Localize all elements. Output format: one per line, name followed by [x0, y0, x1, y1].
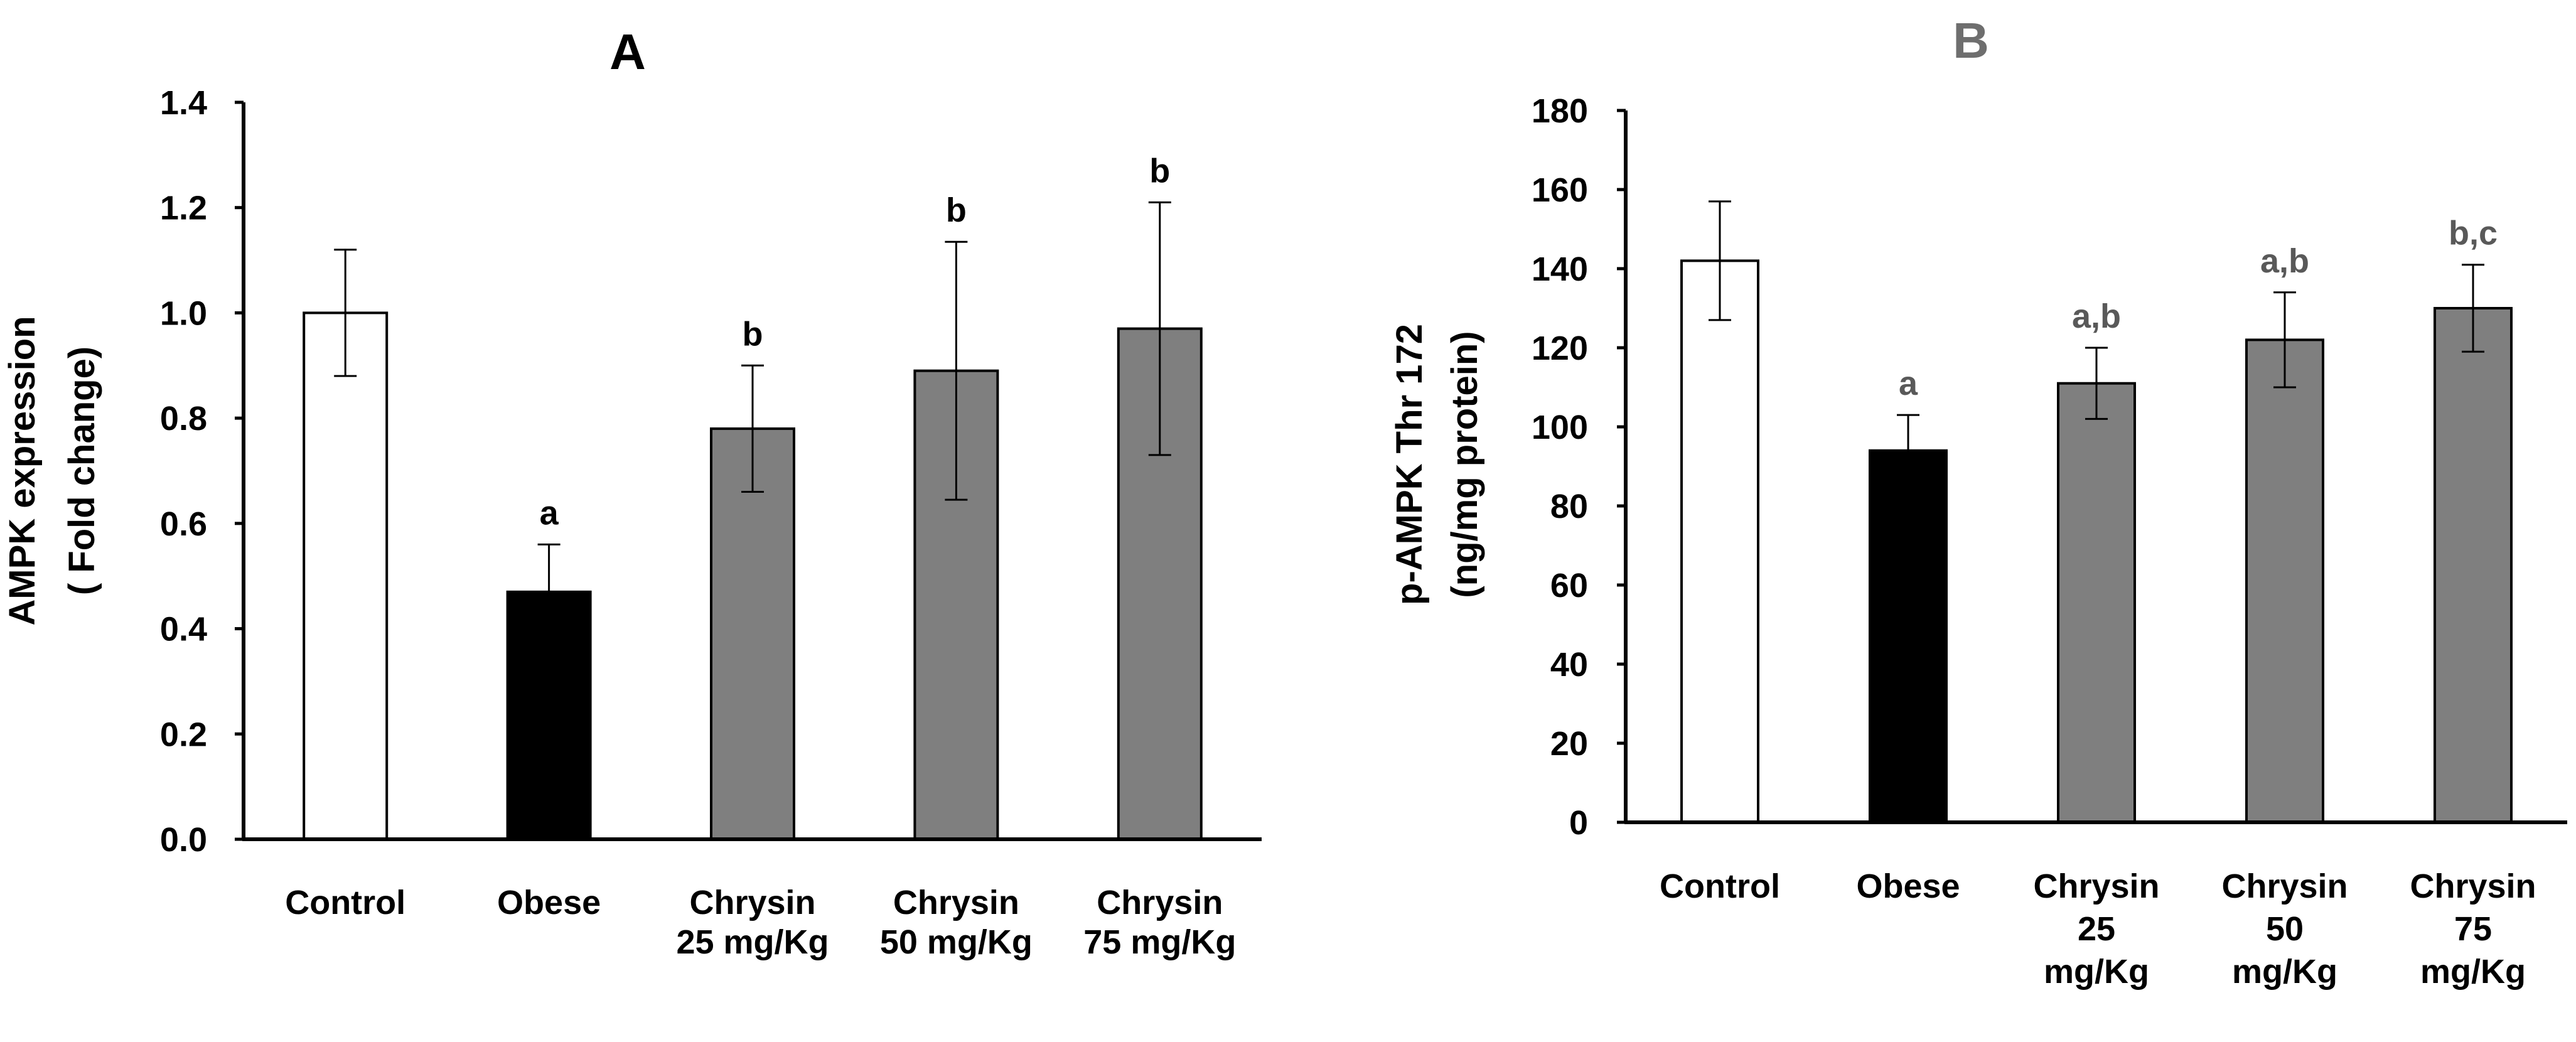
- bar: [710, 427, 795, 841]
- significance-label: a,b: [2072, 298, 2121, 335]
- y-tick-label: 0: [1569, 804, 1588, 842]
- bar: [1117, 327, 1203, 841]
- y-axis-label: ( Fold change): [62, 346, 102, 595]
- significance-label: b: [946, 191, 967, 229]
- bar: [1869, 449, 1948, 824]
- bar: [2245, 338, 2324, 824]
- significance-label: a: [540, 494, 559, 532]
- x-tick-label: 75: [2454, 910, 2492, 948]
- bar: [1680, 259, 1759, 824]
- x-tick-label: 50: [2266, 910, 2304, 948]
- x-tick-label: 50 mg/Kg: [880, 923, 1033, 961]
- x-tick-label: mg/Kg: [2420, 953, 2526, 991]
- y-tick-label: 160: [1532, 171, 1588, 209]
- y-tick-label: 40: [1550, 646, 1588, 684]
- bar: [303, 311, 389, 841]
- x-tick-label: Obese: [497, 884, 601, 921]
- y-tick-label: 1.4: [160, 84, 207, 122]
- y-axis-label: (ng/mg protein): [1444, 331, 1485, 598]
- y-tick-label: 0.6: [160, 505, 207, 543]
- x-tick-label: 25: [2078, 910, 2115, 948]
- x-tick-label: Control: [1660, 867, 1780, 905]
- y-tick-label: 100: [1532, 409, 1588, 446]
- y-tick-label: 80: [1550, 488, 1588, 525]
- y-axis-label: AMPK expression: [2, 316, 43, 625]
- chart-panel-a: A 0.0 0.2 0.4 0.6 0.8 1.0 1.2 1.4 AMPK expression…: [2, 24, 1262, 961]
- chart-title: B: [1953, 13, 1989, 68]
- x-tick-label: mg/Kg: [2232, 953, 2337, 991]
- x-tick-label: Chrysin: [2221, 867, 2348, 905]
- bar: [2057, 382, 2136, 824]
- y-tick-label: 0.0: [160, 821, 207, 859]
- x-tick-label: Chrysin: [2033, 867, 2159, 905]
- x-tick-label: 25 mg/Kg: [676, 923, 829, 961]
- y-tick-label: 1.2: [160, 190, 207, 227]
- x-tick-label: Control: [285, 884, 405, 921]
- x-tick-label: mg/Kg: [2044, 953, 2149, 991]
- significance-label: b: [743, 315, 763, 353]
- significance-label: b: [1149, 152, 1170, 190]
- x-tick-label: Chrysin: [893, 884, 1019, 921]
- bar: [2434, 307, 2513, 824]
- y-axis-label: p-AMPK Thr 172: [1389, 324, 1430, 605]
- significance-label: b,c: [2449, 215, 2498, 252]
- chart-title: A: [609, 24, 646, 80]
- x-tick-label: 75 mg/Kg: [1083, 923, 1236, 961]
- y-tick-label: 0.8: [160, 400, 207, 438]
- chart-panel-b: B 0 20 40 60 80 100 120 140 160 180 p-AMPK Thr 172 (…: [1389, 13, 2567, 991]
- x-tick-label: Chrysin: [2410, 867, 2536, 905]
- y-tick-label: 120: [1532, 330, 1588, 367]
- y-tick-label: 180: [1532, 92, 1588, 130]
- y-tick-label: 1.0: [160, 294, 207, 332]
- y-tick-label: 20: [1550, 725, 1588, 763]
- x-tick-label: Chrysin: [1097, 884, 1223, 921]
- significance-label: a,b: [2260, 242, 2309, 280]
- y-tick-label: 60: [1550, 567, 1588, 604]
- y-tick-label: 0.4: [160, 611, 207, 648]
- x-tick-label: Chrysin: [689, 884, 815, 921]
- y-tick-label: 0.2: [160, 716, 207, 753]
- significance-label: a: [1899, 365, 1918, 402]
- x-tick-label: Obese: [1856, 867, 1960, 905]
- y-tick-label: 140: [1532, 250, 1588, 288]
